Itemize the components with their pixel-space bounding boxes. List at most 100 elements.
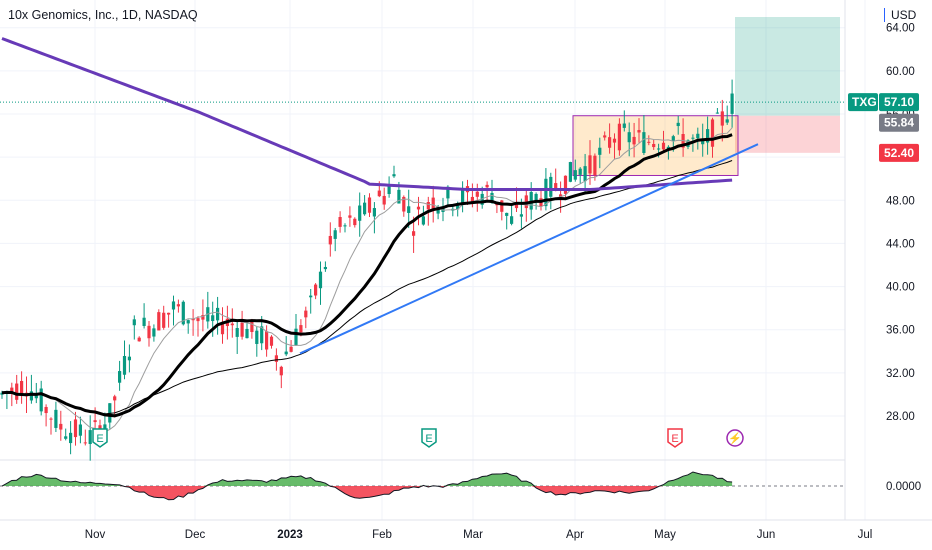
candle-body	[304, 310, 308, 318]
candle-body	[412, 231, 416, 236]
x-tick-label: 2023	[277, 529, 303, 541]
candle-body	[470, 196, 474, 203]
candle-body	[696, 133, 700, 139]
candle-body	[603, 135, 607, 138]
candle-body	[720, 111, 724, 126]
candle-body	[73, 419, 78, 438]
candle-body	[671, 136, 675, 142]
price-tag: 52.40	[879, 143, 919, 162]
candle-body	[250, 319, 254, 333]
candle-body	[113, 396, 117, 401]
candle-body	[93, 420, 97, 423]
candle-body	[181, 301, 185, 325]
candle-body	[152, 328, 156, 337]
event-shield	[667, 428, 683, 448]
candle-body	[382, 195, 386, 205]
candle-body	[245, 328, 249, 339]
candle-body	[333, 230, 337, 239]
candle-body	[39, 388, 43, 412]
symbol-tag-bg	[848, 93, 878, 112]
candle-body	[44, 406, 48, 414]
price-tag-text: 55.84	[884, 116, 914, 130]
candle-body	[397, 189, 401, 204]
candle-body	[480, 193, 484, 205]
candle-body	[328, 235, 332, 245]
earnings-marker: ⚡	[726, 429, 744, 447]
candle-body	[637, 130, 641, 133]
candle-body	[216, 307, 220, 321]
event-shield	[421, 428, 437, 448]
candle-body	[387, 186, 391, 195]
candle-body	[122, 356, 127, 375]
x-tick-label: Apr	[566, 529, 584, 541]
candle-body	[426, 202, 430, 210]
osc-line	[1, 471, 733, 501]
candle-body	[676, 122, 680, 127]
candle-body	[69, 432, 73, 444]
candle-body	[284, 351, 288, 355]
trendline	[299, 143, 759, 355]
candle-body	[461, 189, 465, 204]
candle-body	[514, 203, 519, 209]
x-tick-label: May	[654, 529, 676, 541]
price-tag-bg	[879, 93, 919, 112]
candle-body	[157, 312, 161, 331]
candle-body	[211, 315, 215, 322]
candle-body	[289, 346, 293, 352]
candle-body	[64, 436, 68, 439]
oscillator	[0, 471, 845, 501]
x-tick-label: Feb	[372, 529, 392, 541]
candle-body	[142, 317, 146, 326]
candle-body	[431, 197, 435, 211]
candle-body	[167, 312, 171, 315]
price-tag-text: 52.40	[884, 146, 914, 160]
candle-body	[367, 197, 372, 213]
currency-label: USD	[884, 8, 916, 22]
candle-body	[510, 216, 514, 224]
price-tag-text: 57.10	[884, 95, 914, 109]
y-tick-label: 48.00	[886, 195, 915, 207]
candle-body	[608, 137, 612, 148]
candle-body	[372, 208, 376, 217]
candle-body	[593, 155, 597, 176]
candle-body	[505, 212, 509, 216]
candle-body	[627, 132, 631, 143]
position-tool	[572, 17, 840, 176]
earnings-label: E	[425, 433, 432, 445]
y-tick-label: 40.00	[886, 282, 915, 294]
candle-body	[162, 312, 166, 328]
candle-body	[710, 119, 715, 147]
price-tag: 57.10	[879, 93, 919, 112]
candle-body	[549, 176, 553, 197]
candle-body	[88, 430, 92, 445]
candle-body	[421, 216, 425, 225]
event-circle	[726, 429, 744, 447]
candle-body	[309, 295, 313, 298]
candle-body	[490, 192, 494, 203]
ma-50-line	[1, 160, 733, 415]
candle-body	[318, 271, 323, 289]
candle-body	[441, 206, 445, 212]
candle-body	[59, 423, 63, 430]
y-tick-label: 32.00	[886, 368, 915, 380]
candle-body	[118, 371, 122, 383]
osc-value-label: 0.0000	[886, 481, 921, 493]
candle-body	[343, 225, 347, 227]
candle-body	[657, 148, 661, 150]
candle-body	[642, 132, 646, 154]
y-tick-label: 36.00	[886, 325, 915, 337]
earnings-label: E	[671, 433, 678, 445]
event-shield	[92, 428, 108, 448]
candle-body	[583, 166, 587, 182]
candle-body	[201, 315, 205, 320]
y-tick-label: 64.00	[886, 23, 915, 35]
candle-body	[578, 168, 582, 175]
candle-body	[15, 383, 19, 400]
chart-title: 10x Genomics, Inc., 1D, NASDAQ	[8, 8, 198, 22]
y-tick-label: 60.00	[886, 66, 915, 78]
range-box	[572, 115, 739, 176]
candle-body	[485, 184, 489, 188]
candle-body	[49, 418, 53, 420]
symbol-tag-text: TXG	[852, 95, 877, 109]
